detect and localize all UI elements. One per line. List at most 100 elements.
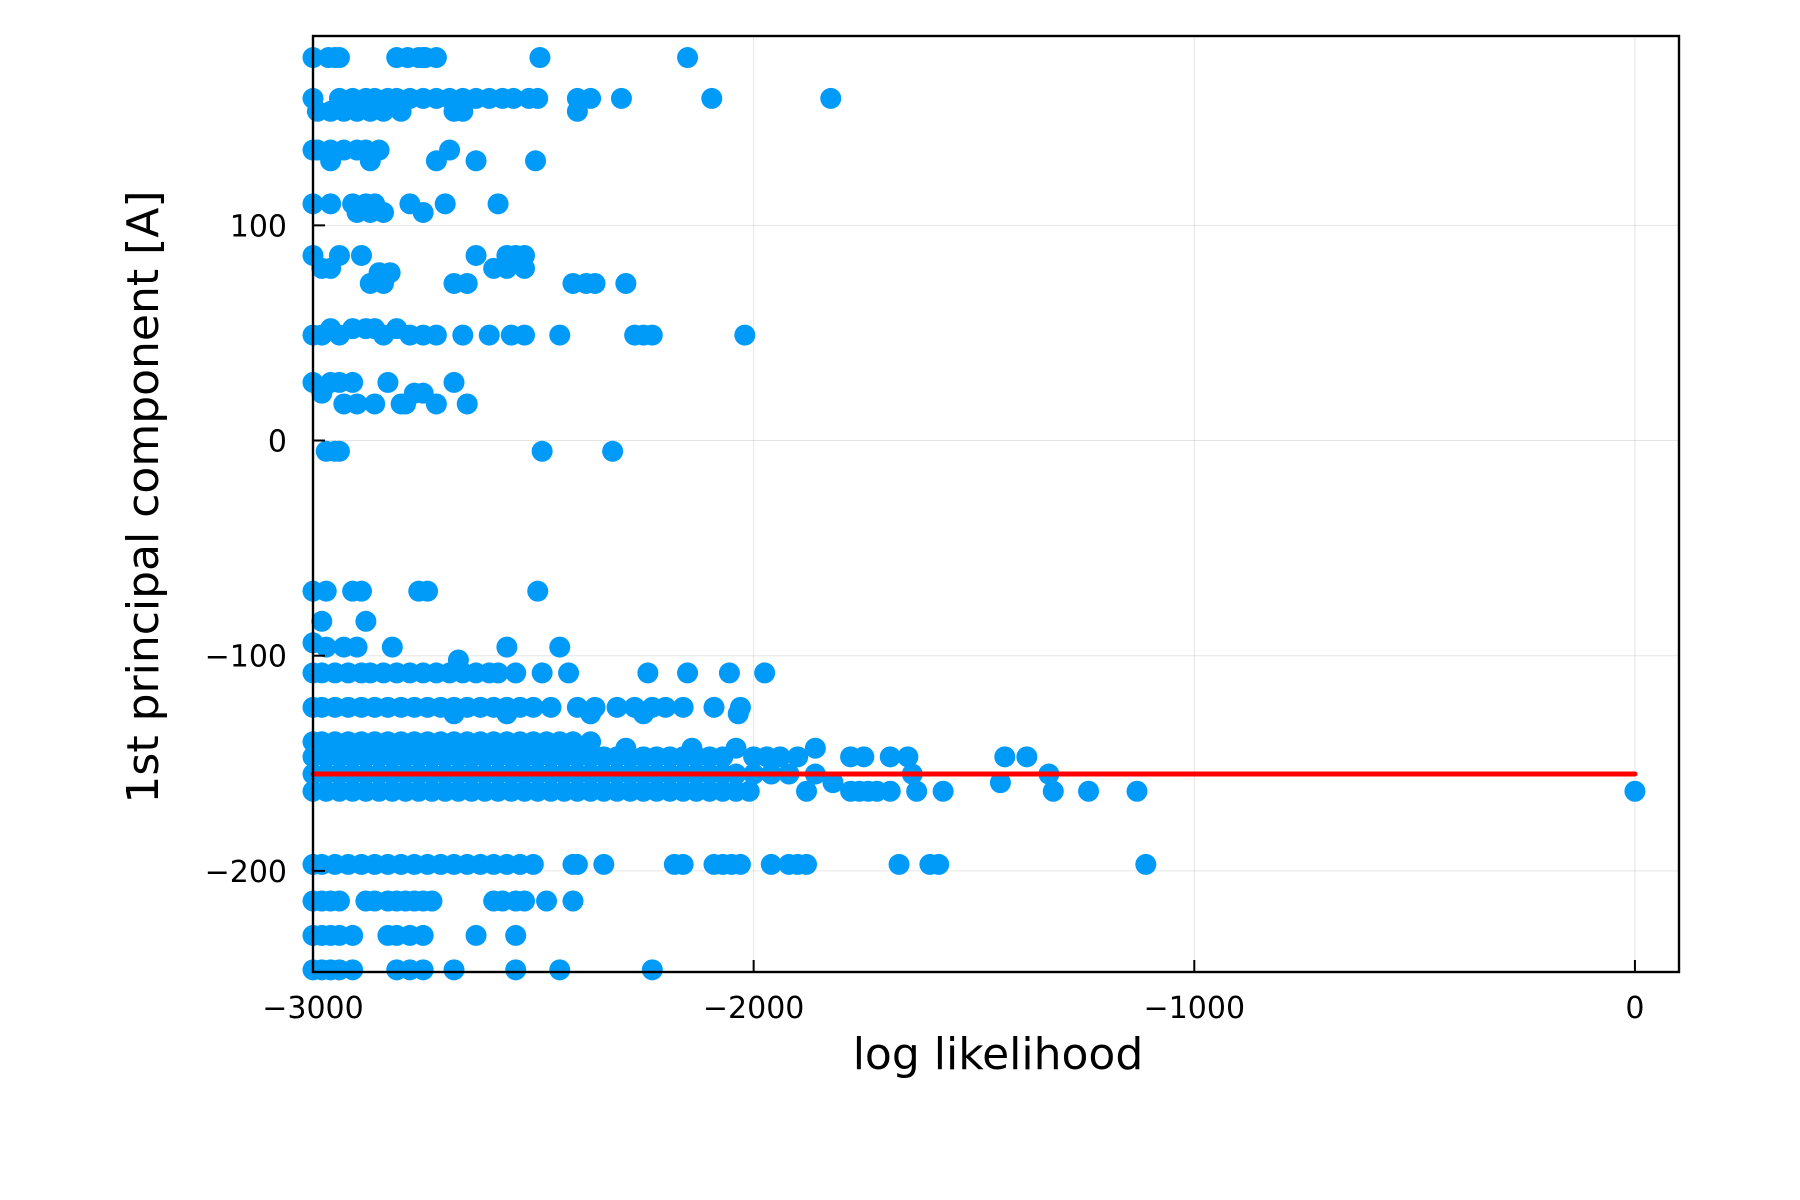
data-point: [602, 440, 624, 462]
data-point: [879, 746, 901, 768]
data-point: [390, 100, 412, 122]
data-point: [536, 890, 558, 912]
data-point: [505, 959, 527, 981]
data-point: [525, 150, 547, 172]
y-axis-ticks: −200 −100 0 100: [205, 209, 325, 890]
data-point: [703, 696, 725, 718]
data-point: [315, 636, 337, 658]
data-point: [487, 662, 509, 684]
data-point: [540, 696, 562, 718]
data-point: [566, 100, 588, 122]
data-point: [373, 272, 395, 294]
data-point: [1016, 746, 1038, 768]
data-point: [879, 780, 901, 802]
data-point: [311, 382, 333, 404]
data-point: [641, 324, 663, 346]
data-point: [897, 746, 919, 768]
data-point: [496, 257, 518, 279]
data-point: [505, 662, 527, 684]
data-point: [718, 662, 740, 684]
data-point: [681, 737, 703, 759]
data-point: [906, 780, 928, 802]
data-point: [632, 703, 654, 725]
data-point: [522, 853, 544, 875]
data-point: [928, 853, 950, 875]
data-point: [529, 47, 551, 69]
data-point: [655, 696, 677, 718]
data-point: [496, 636, 518, 658]
data-point: [456, 272, 478, 294]
data-point: [320, 257, 342, 279]
data-point: [487, 193, 509, 215]
data-point: [412, 959, 434, 981]
data-point: [566, 853, 588, 875]
data-point: [443, 703, 465, 725]
data-point: [580, 703, 602, 725]
data-points: [302, 47, 1646, 981]
data-point: [342, 959, 364, 981]
data-point: [932, 780, 954, 802]
data-point: [514, 890, 536, 912]
data-point: [359, 150, 381, 172]
data-point: [502, 87, 524, 109]
y-tick-label: 0: [268, 425, 287, 460]
x-tick-label: −1000: [1144, 991, 1245, 1026]
data-point: [701, 87, 723, 109]
data-point: [412, 924, 434, 946]
data-point: [311, 610, 333, 632]
data-point: [531, 662, 553, 684]
data-point: [328, 47, 350, 69]
data-point: [549, 959, 571, 981]
data-point: [672, 696, 694, 718]
data-point: [531, 440, 553, 462]
data-point: [672, 853, 694, 875]
data-point: [346, 636, 368, 658]
data-point: [754, 662, 776, 684]
data-point: [425, 47, 447, 69]
data-point: [443, 959, 465, 981]
data-point: [787, 746, 809, 768]
data-point: [346, 393, 368, 415]
data-point: [465, 150, 487, 172]
data-point: [853, 746, 875, 768]
data-point: [421, 890, 443, 912]
data-point: [377, 371, 399, 393]
data-point: [994, 746, 1016, 768]
data-point: [615, 272, 637, 294]
data-point: [562, 890, 584, 912]
data-point: [315, 580, 337, 602]
x-tick-label: −3000: [262, 991, 363, 1026]
y-tick-label: −200: [205, 855, 287, 890]
data-point: [769, 746, 791, 768]
data-point: [822, 772, 844, 794]
data-point: [553, 737, 575, 759]
data-point: [549, 324, 571, 346]
data-point: [677, 47, 699, 69]
data-point: [637, 662, 659, 684]
y-tick-label: 100: [230, 209, 287, 244]
y-axis-label: 1st principal component [A]: [118, 190, 169, 803]
data-point: [328, 890, 350, 912]
data-point: [1135, 853, 1157, 875]
data-point: [1042, 780, 1064, 802]
data-point: [514, 324, 536, 346]
data-point: [522, 696, 544, 718]
data-point: [727, 703, 749, 725]
data-point: [425, 324, 447, 346]
data-point: [417, 580, 439, 602]
data-point: [465, 924, 487, 946]
data-point: [496, 703, 518, 725]
data-point: [328, 440, 350, 462]
data-point: [734, 324, 756, 346]
data-point: [1624, 780, 1646, 802]
data-point: [465, 244, 487, 266]
x-axis-label: log likelihood: [853, 1029, 1144, 1080]
data-point: [580, 87, 602, 109]
x-tick-label: −2000: [703, 991, 804, 1026]
data-point: [725, 737, 747, 759]
data-point: [452, 100, 474, 122]
data-point: [580, 731, 602, 753]
data-point: [796, 780, 818, 802]
data-point: [549, 636, 571, 658]
